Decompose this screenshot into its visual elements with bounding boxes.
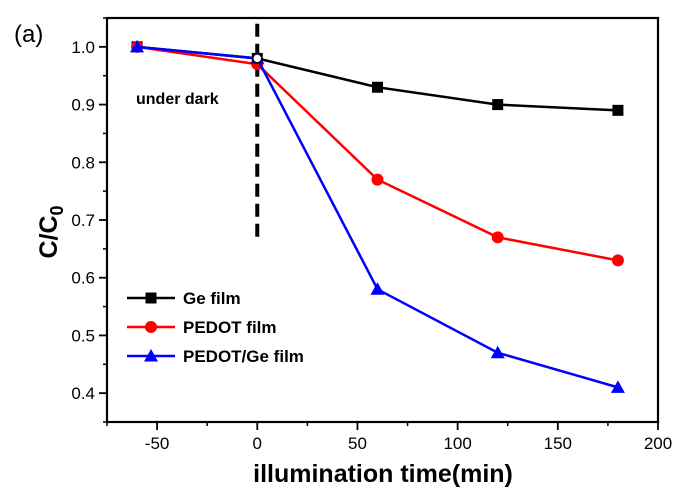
x-tick-label: 150 <box>544 434 572 453</box>
y-tick-label: 0.7 <box>71 211 95 230</box>
legend-label-pedot-film: PEDOT film <box>183 318 277 337</box>
y-tick-label: 0.5 <box>71 326 95 345</box>
annotation-under-dark: under dark <box>136 91 219 108</box>
data-point-pedot-ge-film <box>130 39 145 53</box>
y-axis-title-main: C/C <box>35 215 63 258</box>
x-tick-label: 0 <box>253 434 262 453</box>
x-tick-label: 100 <box>443 434 471 453</box>
y-tick-label: 0.4 <box>71 384 95 403</box>
data-point-pedot-ge-film <box>370 282 385 295</box>
data-point-ge-film <box>371 81 383 93</box>
data-point-pedot-film <box>611 254 624 267</box>
y-tick-label: 0.9 <box>71 96 95 115</box>
y-tick-label: 0.8 <box>71 153 95 172</box>
y-tick-label: 0.6 <box>71 269 95 288</box>
data-point-ge-film <box>492 99 504 111</box>
x-tick-label: 50 <box>348 434 367 453</box>
legend-marker-pedot-film <box>145 321 157 333</box>
x-tick-label: 200 <box>644 434 672 453</box>
data-point-ge-film <box>612 104 624 116</box>
y-axis-title-subscript: 0 <box>47 205 67 215</box>
x-tick-label: -50 <box>145 434 170 453</box>
data-point-pedot-film <box>371 173 384 186</box>
x-axis-title: illumination time(min) <box>253 460 513 488</box>
data-point-pedot-ge-film <box>490 345 505 359</box>
data-point-pedot-ge-film <box>610 380 625 393</box>
legend-marker-ge-film <box>145 292 157 304</box>
data-point-pedot-film <box>491 231 504 244</box>
panel-label: (a) <box>14 21 43 48</box>
legend-label-pedot-ge-film: PEDOT/Ge film <box>183 347 304 366</box>
plot-area: -50 0 50 100 150 200 0.4 0.5 0.6 0.7 0.8 0.9 1.0 unde… <box>71 16 672 453</box>
y-axis-title: C/C0 <box>35 205 67 258</box>
legend-marker-pedot-ge-film <box>144 349 158 362</box>
legend-label-ge-film: Ge film <box>183 289 241 308</box>
y-tick-label: 1.0 <box>71 38 95 57</box>
divider-hollow-point <box>252 53 263 64</box>
series-line-pedot-film <box>136 45 619 262</box>
